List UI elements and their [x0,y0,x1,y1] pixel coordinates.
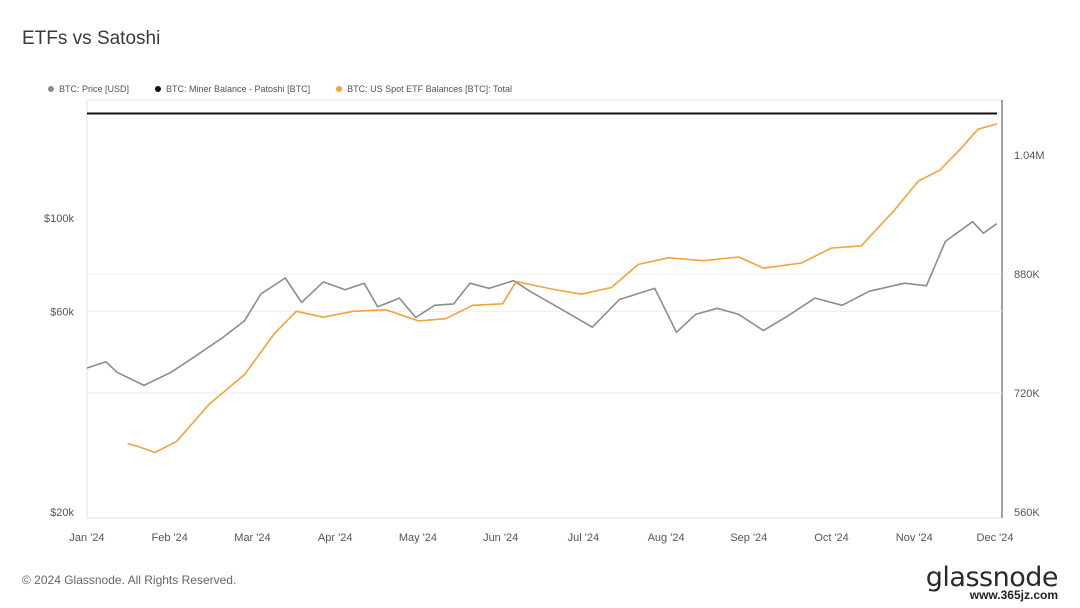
x-tick-label: Aug '24 [648,532,685,544]
price-line [86,220,998,387]
chart-plot: Jan '24 Feb '24 Mar '24 Apr '24 May '24 Jun '… [44,99,1045,544]
y-right-tick-label: 720K [1014,388,1040,400]
legend-label: BTC: US Spot ETF Balances [BTC]: Total [347,84,512,94]
series-lines [86,112,998,454]
legend-label: BTC: Price [USD] [59,84,130,94]
x-tick-label: Nov '24 [896,532,933,544]
y-axis-right: 560K 720K 880K 1.04M [1014,150,1045,519]
x-tick-label: Mar '24 [234,532,270,544]
y-left-tick-label: $20k [50,507,74,519]
legend-item-etf[interactable]: BTC: US Spot ETF Balances [BTC]: Total [336,84,512,94]
x-tick-label: Jul '24 [568,532,599,544]
legend-label: BTC: Miner Balance - Patoshi [BTC] [166,84,311,94]
x-axis: Jan '24 Feb '24 Mar '24 Apr '24 May '24 Jun '… [69,532,1013,544]
legend-dot-icon [155,86,162,92]
y-right-tick-label: 880K [1014,269,1040,281]
legend: BTC: Price [USD] BTC: Miner Balance - Pa… [48,84,512,94]
y-axis-left: $20k $60k $100k [44,213,74,519]
x-tick-label: Feb '24 [152,532,188,544]
x-tick-label: Oct '24 [814,532,849,544]
watermark-text: www.365jz.com [969,588,1058,602]
x-tick-label: Dec '24 [977,532,1014,544]
y-right-tick-label: 560K [1014,507,1040,519]
legend-dot-icon [336,86,343,92]
x-tick-label: Apr '24 [318,532,353,544]
legend-item-price[interactable]: BTC: Price [USD] [48,84,129,94]
etf-balance-line [127,123,998,454]
x-tick-label: May '24 [399,532,437,544]
grid [87,273,1002,394]
copyright-text: © 2024 Glassnode. All Rights Reserved. [22,573,237,587]
chart-title: ETFs vs Satoshi [22,28,161,49]
x-tick-label: Sep '24 [730,532,767,544]
x-tick-label: Jun '24 [483,532,518,544]
legend-item-patoshi[interactable]: BTC: Miner Balance - Patoshi [BTC] [155,84,310,94]
y-right-tick-label: 1.04M [1014,150,1045,162]
x-tick-label: Jan '24 [69,532,104,544]
glassnode-logo: glassnode [925,562,1059,593]
y-left-tick-label: $60k [50,306,74,318]
plot-frame [86,99,1003,519]
y-left-tick-label: $100k [44,213,74,225]
legend-dot-icon [48,86,54,92]
